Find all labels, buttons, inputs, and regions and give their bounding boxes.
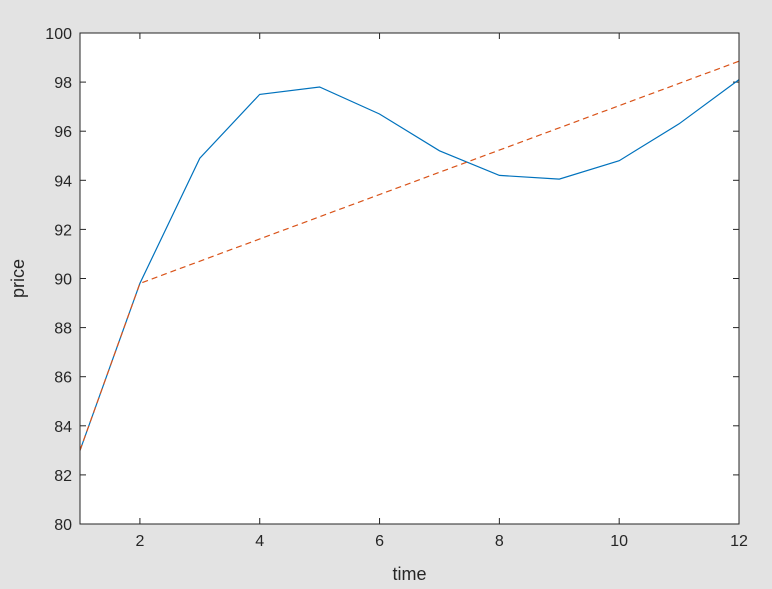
y-tick-label: 80 [54, 517, 72, 534]
series-line-1 [79, 79, 740, 451]
plot-area [80, 33, 739, 524]
x-tick-label: 12 [730, 533, 748, 550]
y-tick-label: 82 [54, 468, 72, 485]
series-line-2 [79, 60, 740, 451]
x-tick-label: 10 [610, 533, 628, 550]
y-axis-title: price [8, 259, 28, 298]
series-layer [79, 60, 740, 451]
y-tick-label: 88 [54, 321, 72, 338]
x-tick-label: 8 [495, 533, 504, 550]
y-tick-label: 96 [54, 124, 72, 141]
y-tick-label: 94 [54, 173, 72, 190]
y-tick-label: 86 [54, 370, 72, 387]
x-tick-label: 4 [255, 533, 264, 550]
x-axis: 2 4 6 8 10 12 [135, 33, 748, 550]
axes-box [79, 32, 740, 525]
y-tick-label: 90 [54, 272, 72, 289]
x-axis-title: time [392, 564, 426, 584]
y-tick-label: 100 [45, 26, 72, 43]
y-tick-label: 84 [54, 419, 72, 436]
x-tick-label: 2 [135, 533, 144, 550]
y-tick-label: 98 [54, 75, 72, 92]
y-axis: 80 82 84 86 88 90 92 94 96 98 100 [45, 26, 739, 534]
x-tick-label: 6 [375, 533, 384, 550]
y-tick-label: 92 [54, 222, 72, 239]
